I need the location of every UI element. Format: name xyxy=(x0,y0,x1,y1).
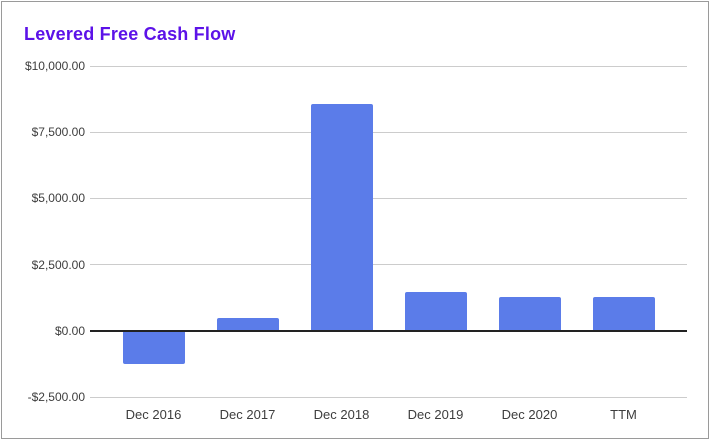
y-axis-tick-label: $10,000.00 xyxy=(24,59,85,73)
bar-dec-2016 xyxy=(122,330,185,364)
y-axis-tick-label: $7,500.00 xyxy=(31,125,85,140)
chart-title: Levered Free Cash Flow xyxy=(24,24,236,44)
gridline xyxy=(90,131,687,133)
gridline xyxy=(90,396,687,398)
x-axis-tick-label: TTM xyxy=(610,407,637,422)
x-axis-tick-label: Dec 2016 xyxy=(125,407,182,422)
bar-ttm xyxy=(592,296,655,331)
x-axis-tick-label: Dec 2017 xyxy=(219,407,276,422)
y-axis-tick-label: $0.00 xyxy=(54,323,85,338)
gridline xyxy=(90,65,687,67)
y-axis-tick-label: $2,500.00 xyxy=(31,257,85,272)
y-axis-tick-label: -$2,500.00 xyxy=(27,390,85,404)
x-axis-tick-label: Dec 2018 xyxy=(313,407,370,422)
x-axis-tick-label: Dec 2020 xyxy=(501,407,558,422)
gridline xyxy=(90,264,687,266)
gridline xyxy=(90,197,687,199)
x-axis-tick-label: Dec 2019 xyxy=(407,407,464,422)
bar-dec-2017 xyxy=(216,317,279,331)
y-axis-tick-label: $5,000.00 xyxy=(31,191,85,206)
bar-dec-2018 xyxy=(310,104,373,331)
zero-axis-line xyxy=(90,329,687,332)
bar-dec-2019 xyxy=(404,292,467,331)
bar-dec-2020 xyxy=(498,296,561,331)
